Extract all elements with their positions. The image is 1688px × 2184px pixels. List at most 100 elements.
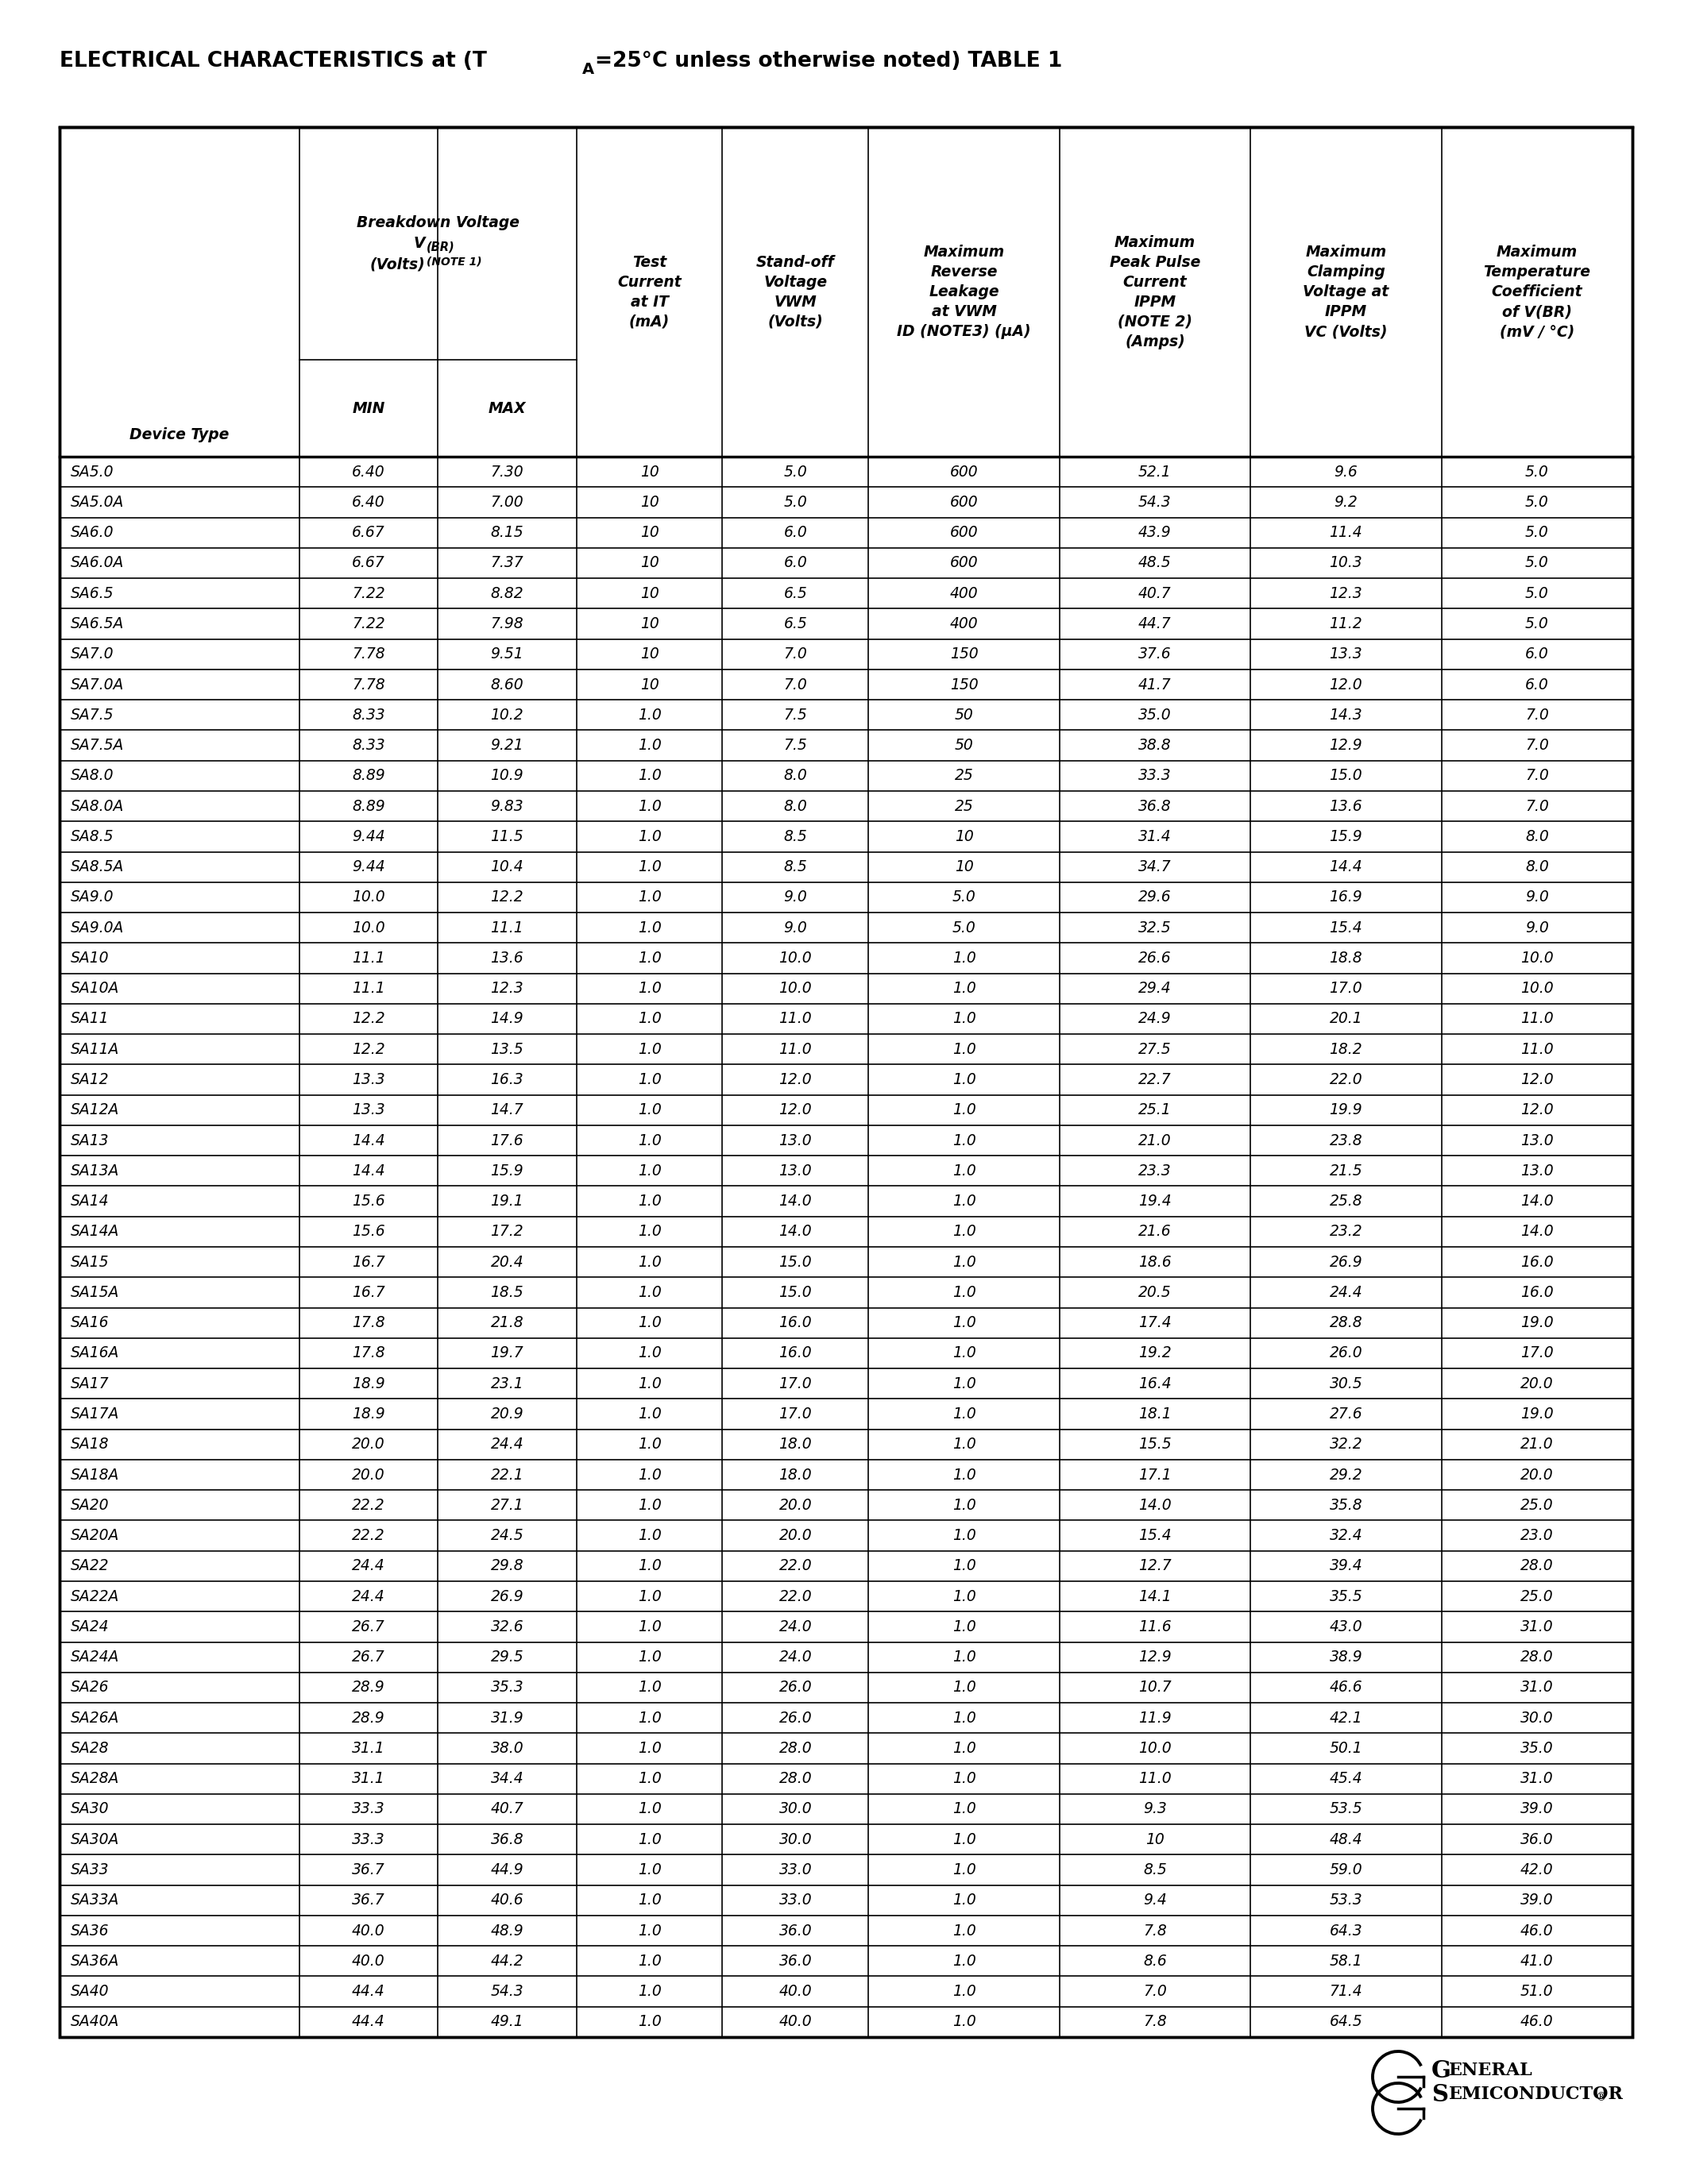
Text: 5.0: 5.0 xyxy=(1524,524,1548,539)
Text: 1.0: 1.0 xyxy=(638,1042,662,1057)
Text: 6.5: 6.5 xyxy=(783,585,807,601)
Text: 1.0: 1.0 xyxy=(952,1164,976,1179)
Text: 19.4: 19.4 xyxy=(1138,1195,1171,1208)
Text: Coefficient: Coefficient xyxy=(1492,284,1582,299)
Text: 20.0: 20.0 xyxy=(353,1468,385,1483)
Text: 12.3: 12.3 xyxy=(1330,585,1362,601)
Text: SA18A: SA18A xyxy=(71,1468,120,1483)
Text: SA16: SA16 xyxy=(71,1315,110,1330)
Text: 44.4: 44.4 xyxy=(353,1983,385,1998)
Text: 8.89: 8.89 xyxy=(353,799,385,815)
Text: 54.3: 54.3 xyxy=(1138,496,1171,509)
Text: 1.0: 1.0 xyxy=(638,1011,662,1026)
Text: 30.0: 30.0 xyxy=(1521,1710,1553,1725)
Text: 7.5: 7.5 xyxy=(783,708,807,723)
Text: 1.0: 1.0 xyxy=(952,1376,976,1391)
Text: 10: 10 xyxy=(1146,1832,1165,1848)
Text: 16.7: 16.7 xyxy=(353,1284,385,1299)
Text: 1.0: 1.0 xyxy=(638,738,662,753)
Text: S: S xyxy=(1431,2084,1448,2105)
Text: 50: 50 xyxy=(954,738,974,753)
Text: 45.4: 45.4 xyxy=(1330,1771,1362,1787)
Text: SA12A: SA12A xyxy=(71,1103,120,1118)
Text: 21.5: 21.5 xyxy=(1330,1164,1362,1179)
Text: 10: 10 xyxy=(640,524,658,539)
Text: 14.0: 14.0 xyxy=(778,1195,812,1208)
Text: 5.0: 5.0 xyxy=(1524,585,1548,601)
Text: 44.4: 44.4 xyxy=(353,2014,385,2029)
Text: Voltage at: Voltage at xyxy=(1303,284,1389,299)
Text: SA6.0: SA6.0 xyxy=(71,524,115,539)
Text: V: V xyxy=(414,236,425,251)
Text: 26.9: 26.9 xyxy=(1330,1254,1362,1269)
Text: 19.7: 19.7 xyxy=(491,1345,523,1361)
Text: SA30: SA30 xyxy=(71,1802,110,1817)
Text: 1.0: 1.0 xyxy=(952,1983,976,1998)
Text: 32.6: 32.6 xyxy=(491,1618,523,1634)
Text: 1.0: 1.0 xyxy=(638,1133,662,1149)
Text: 20.0: 20.0 xyxy=(778,1498,812,1514)
Text: 35.8: 35.8 xyxy=(1330,1498,1362,1514)
Text: (Volts): (Volts) xyxy=(370,256,425,271)
Text: 42.0: 42.0 xyxy=(1521,1863,1553,1878)
Bar xyxy=(59,127,1632,2038)
Text: 1.0: 1.0 xyxy=(638,919,662,935)
Text: 18.2: 18.2 xyxy=(1330,1042,1362,1057)
Text: 1.0: 1.0 xyxy=(952,1588,976,1603)
Text: 15.4: 15.4 xyxy=(1138,1529,1171,1544)
Text: 1.0: 1.0 xyxy=(952,1195,976,1208)
Text: 11.5: 11.5 xyxy=(491,830,523,843)
Text: 34.4: 34.4 xyxy=(491,1771,523,1787)
Text: 12.3: 12.3 xyxy=(491,981,523,996)
Text: 7.0: 7.0 xyxy=(783,677,807,692)
Text: 11.0: 11.0 xyxy=(1521,1011,1553,1026)
Text: Breakdown Voltage: Breakdown Voltage xyxy=(356,216,520,229)
Text: 46.0: 46.0 xyxy=(1521,2014,1553,2029)
Text: 1.0: 1.0 xyxy=(638,860,662,874)
Text: 1.0: 1.0 xyxy=(638,1529,662,1544)
Text: 1.0: 1.0 xyxy=(638,1618,662,1634)
Text: 1.0: 1.0 xyxy=(638,1802,662,1817)
Text: 21.8: 21.8 xyxy=(491,1315,523,1330)
Text: 8.0: 8.0 xyxy=(783,769,807,784)
Text: 23.8: 23.8 xyxy=(1330,1133,1362,1149)
Text: 7.8: 7.8 xyxy=(1143,1924,1166,1937)
Text: 25.1: 25.1 xyxy=(1138,1103,1171,1118)
Text: 7.0: 7.0 xyxy=(783,646,807,662)
Text: 6.0: 6.0 xyxy=(783,524,807,539)
Text: 1.0: 1.0 xyxy=(638,1223,662,1238)
Text: SA22A: SA22A xyxy=(71,1588,120,1603)
Text: 33.0: 33.0 xyxy=(778,1894,812,1909)
Text: 13.3: 13.3 xyxy=(1330,646,1362,662)
Text: 14.1: 14.1 xyxy=(1138,1588,1171,1603)
Text: 12.2: 12.2 xyxy=(353,1042,385,1057)
Text: 9.51: 9.51 xyxy=(491,646,523,662)
Text: 31.0: 31.0 xyxy=(1521,1679,1553,1695)
Text: 10.0: 10.0 xyxy=(1521,950,1553,965)
Text: 48.4: 48.4 xyxy=(1330,1832,1362,1848)
Text: 10: 10 xyxy=(640,646,658,662)
Text: 1.0: 1.0 xyxy=(952,1254,976,1269)
Text: 20.0: 20.0 xyxy=(1521,1468,1553,1483)
Text: SA30A: SA30A xyxy=(71,1832,120,1848)
Text: 8.5: 8.5 xyxy=(1143,1863,1166,1878)
Text: 5.0: 5.0 xyxy=(1524,555,1548,570)
Text: SA33A: SA33A xyxy=(71,1894,120,1909)
Text: 27.6: 27.6 xyxy=(1330,1406,1362,1422)
Text: 7.00: 7.00 xyxy=(491,496,523,509)
Text: 6.40: 6.40 xyxy=(353,465,385,480)
Text: 19.9: 19.9 xyxy=(1330,1103,1362,1118)
Text: 33.3: 33.3 xyxy=(353,1802,385,1817)
Text: 1.0: 1.0 xyxy=(952,1437,976,1452)
Text: 7.0: 7.0 xyxy=(1524,738,1548,753)
Text: SA14A: SA14A xyxy=(71,1223,120,1238)
Text: 40.7: 40.7 xyxy=(491,1802,523,1817)
Text: 1.0: 1.0 xyxy=(638,1468,662,1483)
Text: Reverse: Reverse xyxy=(930,264,998,280)
Text: 30.0: 30.0 xyxy=(778,1832,812,1848)
Text: 11.4: 11.4 xyxy=(1330,524,1362,539)
Text: 44.9: 44.9 xyxy=(491,1863,523,1878)
Text: 14.0: 14.0 xyxy=(1521,1195,1553,1208)
Text: 9.21: 9.21 xyxy=(491,738,523,753)
Text: 31.0: 31.0 xyxy=(1521,1771,1553,1787)
